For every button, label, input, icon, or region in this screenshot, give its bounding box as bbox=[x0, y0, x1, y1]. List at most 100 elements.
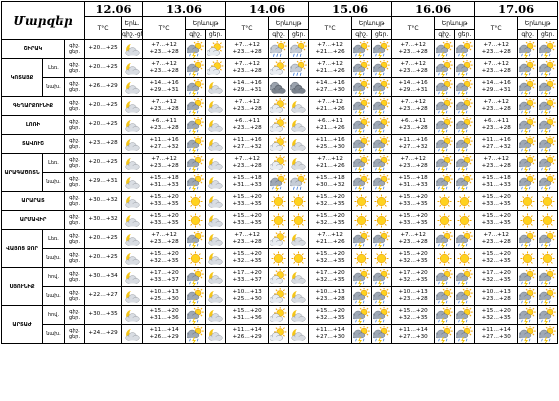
thunder-cloud-icon bbox=[187, 268, 204, 286]
sunny-icon bbox=[271, 194, 286, 208]
temp-value: +30…+35 bbox=[88, 311, 118, 318]
thunder-cloud-icon bbox=[270, 173, 287, 191]
temp-value: +23…+28 bbox=[398, 106, 428, 112]
temp-cell: +7…+12 +23…+28 bbox=[225, 58, 270, 78]
cloudy-icon bbox=[270, 81, 286, 94]
temp-value: +32…+35 bbox=[481, 258, 511, 264]
partly-cloudy-icon bbox=[270, 116, 287, 132]
day-night-label: գիշ. ցեր. bbox=[63, 134, 86, 154]
sunny-icon bbox=[354, 251, 369, 265]
phenomena-cell bbox=[537, 39, 559, 59]
temp-cell: +7…+12 +21…+26 bbox=[308, 58, 353, 78]
thunder-cloud-icon bbox=[436, 173, 453, 191]
temp-cell: +15…+20 +32…+35 bbox=[474, 248, 519, 268]
temp-cell: +15…+18 +30…+32 bbox=[308, 172, 353, 192]
phenomena-cell bbox=[434, 210, 456, 230]
thunder-cloud-icon bbox=[436, 268, 453, 286]
temp-cell: +26…+29 bbox=[84, 77, 123, 97]
rain-shower-icon bbox=[290, 59, 307, 76]
partly-cloudy-icon bbox=[270, 154, 287, 170]
phenomena-cell bbox=[517, 77, 539, 97]
day-night-label: գիշ. ցեր. bbox=[63, 39, 86, 59]
temp-cell: +30…+32 bbox=[84, 210, 123, 230]
temp-cell: +20…+25 bbox=[84, 248, 123, 268]
temp-value: +7…+12 bbox=[317, 231, 343, 238]
thunder-cloud-icon bbox=[436, 78, 453, 96]
phenomena-cell bbox=[434, 191, 456, 211]
thunder-cloud-icon bbox=[519, 268, 536, 286]
temp-value: +27…+30 bbox=[315, 87, 345, 93]
thunder-cloud-icon bbox=[373, 268, 390, 286]
moon-clear-icon bbox=[208, 251, 223, 265]
phenomena-cell bbox=[268, 191, 290, 211]
temp-value: +33…+37 bbox=[149, 277, 179, 283]
phenomena-cell bbox=[288, 286, 310, 306]
moon-clear-icon bbox=[125, 270, 140, 284]
thunder-cloud-icon bbox=[373, 287, 390, 305]
phenomena-cell bbox=[517, 305, 539, 325]
temp-value: +7…+12 bbox=[317, 98, 343, 105]
temp-value: +25…+30 bbox=[232, 296, 262, 302]
temp-value: +23…+28 bbox=[149, 49, 179, 55]
night-label: գիշ. bbox=[69, 176, 80, 182]
thunder-cloud-icon bbox=[353, 154, 370, 172]
temp-value: +30…+34 bbox=[88, 273, 118, 280]
temp-value: +32…+35 bbox=[149, 258, 179, 264]
moon-clear-icon bbox=[125, 137, 140, 151]
phenomena-cell bbox=[185, 210, 207, 230]
sunny-icon bbox=[271, 213, 286, 227]
table-header: Մարզեր 12.06 13.06 14.06 15.06 16.06 17.06 T°C Ե… bbox=[0, 1, 559, 40]
temp-cell: +30…+32 bbox=[84, 191, 123, 211]
phenomena-cell bbox=[121, 210, 144, 230]
phenomena-cell bbox=[517, 229, 539, 249]
temp-value: +7…+12 bbox=[483, 41, 509, 48]
night-header: գիշ. bbox=[517, 29, 539, 40]
phenomena-cell bbox=[434, 172, 456, 192]
thunder-cloud-icon bbox=[187, 97, 204, 115]
temp-value: +10…+13 bbox=[315, 288, 345, 295]
temp-value: +7…+12 bbox=[234, 98, 260, 105]
temp-cell: +15…+20 +33…+35 bbox=[225, 191, 270, 211]
temp-value: +23…+28 bbox=[149, 163, 179, 169]
phenomena-cell bbox=[434, 39, 456, 59]
temp-value: +14…+16 bbox=[232, 79, 262, 86]
night-label: գիշ. bbox=[69, 43, 80, 49]
temp-cell: +11…+16 +27…+32 bbox=[225, 134, 270, 154]
moon-clear-icon bbox=[125, 118, 140, 132]
day-night-label: գիշ. ցեր. bbox=[63, 267, 86, 287]
temp-value: +15…+18 bbox=[232, 174, 262, 181]
sunny-icon bbox=[520, 194, 535, 208]
regions-title: Մարզեր bbox=[0, 1, 86, 40]
temp-value: +25…+30 bbox=[315, 144, 345, 150]
temp-value: +27…+30 bbox=[398, 334, 428, 340]
temp-value: +23…+28 bbox=[232, 239, 262, 245]
phenomena-cell bbox=[205, 39, 227, 59]
temp-cell: +7…+12 +23…+28 bbox=[391, 58, 436, 78]
temp-value: +17…+20 bbox=[481, 269, 511, 276]
temp-value: +23…+28 bbox=[481, 163, 511, 169]
phenomena-cell bbox=[351, 324, 373, 344]
phenomena-cell bbox=[288, 305, 310, 325]
moon-clear-icon bbox=[125, 61, 140, 75]
temp-value: +15…+20 bbox=[315, 193, 345, 200]
day-header: ցեր. bbox=[288, 29, 310, 40]
phenomena-cell bbox=[537, 77, 559, 97]
region-name: ՍՅՈՒՆԻՔ bbox=[1, 267, 43, 306]
temp-value: +20…+25 bbox=[88, 159, 118, 166]
day-night-label: գիշ. ցեր. bbox=[63, 210, 86, 230]
day-label: ցեր. bbox=[68, 315, 81, 321]
phenomena-cell bbox=[517, 134, 539, 154]
temp-cell: +17…+20 +32…+35 bbox=[391, 267, 436, 287]
day-label: ցեր. bbox=[68, 182, 81, 188]
temp-value: +27…+30 bbox=[315, 334, 345, 340]
temp-cell: +15…+20 +32…+35 bbox=[391, 305, 436, 325]
temp-value: +14…+16 bbox=[481, 79, 511, 86]
night-label: գիշ. bbox=[69, 195, 80, 201]
phenomena-cell bbox=[205, 96, 227, 116]
temp-cell: +11…+16 +27…+32 bbox=[391, 134, 436, 154]
phenomena-cell bbox=[205, 153, 227, 173]
sunny-icon bbox=[291, 194, 306, 208]
region-name: ԳԵՂԱՐՔՈՒՆԻՔ bbox=[1, 96, 65, 116]
phenomena-cell bbox=[371, 172, 393, 192]
thunder-cloud-icon bbox=[519, 173, 536, 191]
